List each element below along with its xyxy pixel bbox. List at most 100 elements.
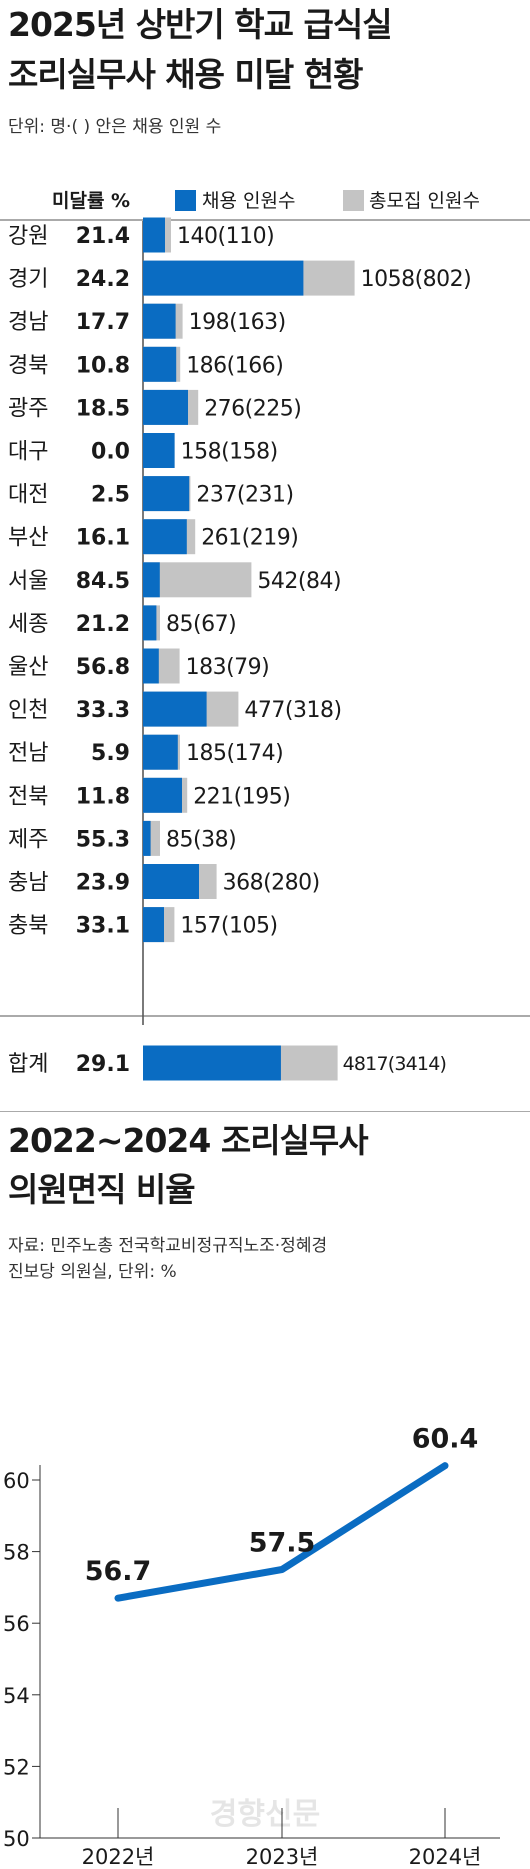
row-13-value-label: 221(195)	[193, 784, 290, 809]
row-2-hired-bar	[143, 303, 176, 339]
row-4-value-label: 276(225)	[204, 396, 301, 421]
row-1-hired-bar	[143, 260, 304, 296]
row-12-rate-label: 5.9	[91, 741, 130, 766]
row-14-hired-bar	[143, 820, 151, 856]
row-2-value-label: 198(163)	[189, 310, 286, 335]
row-4-region-label: 광주	[8, 396, 48, 421]
row-14-rate-label: 55.3	[76, 827, 130, 852]
row-6-rate-label: 2.5	[91, 483, 130, 508]
row-8-value-label: 542(84)	[257, 569, 341, 594]
row-5-region-label: 대구	[8, 440, 48, 465]
row-16-rate-label: 33.1	[76, 914, 130, 939]
data-label-1: 57.5	[249, 1528, 316, 1559]
row-7-hired-bar	[143, 519, 187, 555]
row-10-region-label: 울산	[8, 655, 48, 680]
row-10-hired-bar	[143, 648, 159, 684]
y-tick-label-58: 58	[3, 1541, 30, 1565]
row-4-hired-bar	[143, 389, 188, 425]
y-tick-label-54: 54	[3, 1684, 30, 1708]
row-15-rate-label: 23.9	[76, 871, 130, 896]
row-7-value-label: 261(219)	[201, 526, 298, 551]
row-0-hired-bar	[143, 217, 165, 253]
x-tick-label-1: 2023년	[246, 1845, 319, 1869]
row-8-region-label: 서울	[8, 569, 48, 594]
row-13-hired-bar	[143, 777, 182, 813]
chart2-source-line1: 자료: 민주노총 전국학교비정규직노조·정혜경	[8, 1236, 328, 1256]
chart2-title-line1: 2022~2024 조리실무사	[8, 1121, 369, 1160]
row-15-value-label: 368(280)	[223, 871, 320, 896]
row-2-region-label: 경남	[8, 310, 48, 335]
row-16-region-label: 충북	[8, 914, 48, 939]
row-16-hired-bar	[143, 907, 164, 943]
row-3-rate-label: 10.8	[76, 353, 130, 378]
row-1-rate-label: 24.2	[76, 267, 130, 292]
row-0-region-label: 강원	[8, 224, 48, 249]
chart2-title-line2: 의원면직 비율	[8, 1170, 196, 1209]
row-11-rate-label: 33.3	[76, 698, 130, 723]
row-14-value-label: 85(38)	[166, 827, 236, 852]
row-16-value-label: 157(105)	[180, 914, 277, 939]
row-11-region-label: 인천	[8, 698, 48, 723]
chart2-source-line2: 진보당 의원실, 단위: %	[8, 1262, 177, 1282]
row-3-region-label: 경북	[8, 353, 48, 378]
y-tick-label-50: 50	[3, 1827, 30, 1851]
y-tick-label-52: 52	[3, 1755, 30, 1779]
legend-total-swatch	[343, 190, 364, 211]
row-1-region-label: 경기	[8, 267, 48, 292]
total-hired-bar	[143, 1045, 281, 1081]
row-9-region-label: 세종	[8, 612, 48, 637]
row-12-region-label: 전남	[8, 741, 48, 766]
watermark: 경향신문	[210, 1797, 320, 1832]
row-0-value-label: 140(110)	[177, 224, 274, 249]
chart1-unit-note: 단위: 명·( ) 안은 채용 인원 수	[8, 117, 222, 137]
row-8-rate-label: 84.5	[76, 569, 130, 594]
row-5-rate-label: 0.0	[91, 440, 130, 465]
row-14-region-label: 제주	[8, 827, 48, 852]
y-tick-label-60: 60	[3, 1469, 30, 1493]
row-7-rate-label: 16.1	[76, 526, 130, 551]
x-tick-label-2: 2024년	[409, 1845, 482, 1869]
legend-hired-swatch	[175, 190, 196, 211]
row-12-hired-bar	[143, 734, 178, 770]
row-2-rate-label: 17.7	[76, 310, 130, 335]
row-9-hired-bar	[143, 605, 157, 641]
legend-total-label: 총모집 인원수	[369, 190, 480, 212]
data-label-0: 56.7	[85, 1556, 152, 1587]
row-9-value-label: 85(67)	[166, 612, 236, 637]
row-5-value-label: 158(158)	[181, 440, 278, 465]
chart1-title-line1: 2025년 상반기 학교 급식실	[8, 5, 393, 44]
row-1-value-label: 1058(802)	[361, 267, 472, 292]
row-0-rate-label: 21.4	[76, 224, 130, 249]
row-9-rate-label: 21.2	[76, 612, 130, 637]
chart1-title-line2: 조리실무사 채용 미달 현황	[8, 55, 363, 94]
row-11-value-label: 477(318)	[244, 698, 341, 723]
row-6-hired-bar	[143, 476, 190, 512]
total-rate-label: 29.1	[76, 1052, 130, 1077]
row-13-rate-label: 11.8	[76, 784, 130, 809]
row-15-hired-bar	[143, 864, 199, 899]
row-10-rate-label: 56.8	[76, 655, 130, 680]
row-3-value-label: 186(166)	[186, 353, 283, 378]
row-13-region-label: 전북	[8, 784, 48, 809]
row-5-hired-bar	[143, 433, 175, 468]
y-tick-label-56: 56	[3, 1612, 30, 1636]
data-point-0	[115, 1595, 121, 1602]
row-11-hired-bar	[143, 691, 207, 727]
rate-header: 미달률 %	[52, 190, 130, 212]
row-10-value-label: 183(79)	[186, 655, 270, 680]
legend-hired-label: 채용 인원수	[202, 190, 295, 212]
data-label-2: 60.4	[412, 1424, 479, 1455]
data-point-2	[442, 1462, 448, 1469]
x-tick-label-0: 2022년	[82, 1845, 155, 1869]
data-point-1	[279, 1566, 285, 1573]
total-label: 합계	[8, 1052, 48, 1077]
total-value-label: 4817(3414)	[343, 1053, 447, 1075]
row-15-region-label: 충남	[8, 871, 48, 896]
row-12-value-label: 185(174)	[186, 741, 283, 766]
row-7-region-label: 부산	[8, 526, 48, 551]
row-4-rate-label: 18.5	[76, 396, 130, 421]
row-3-hired-bar	[143, 346, 177, 382]
row-8-total-bar	[143, 562, 252, 598]
